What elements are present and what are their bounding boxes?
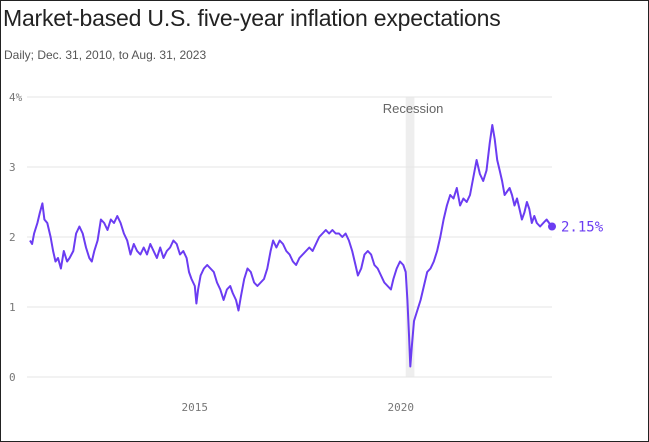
y-tick-labels: 0 1 2 3 4% — [9, 91, 23, 384]
y-tick-label-1: 1 — [9, 301, 16, 314]
recession-label: Recession — [383, 101, 444, 116]
gridlines — [27, 96, 552, 378]
y-tick-label-0: 0 — [9, 371, 16, 384]
y-tick-label-3: 3 — [9, 161, 16, 174]
x-tick-labels: 2015 2020 — [182, 401, 414, 414]
series-line — [29, 124, 553, 368]
chart-title: Market-based U.S. five-year inflation ex… — [3, 5, 501, 31]
x-tick-label-2015: 2015 — [182, 401, 209, 414]
end-value-label: 2.15% — [561, 220, 604, 236]
end-point-marker — [548, 222, 556, 231]
y-tick-label-4: 4% — [9, 91, 23, 104]
y-tick-label-2: 2 — [9, 231, 16, 244]
x-tick-label-2020: 2020 — [388, 401, 415, 414]
chart-subtitle: Daily; Dec. 31, 2010, to Aug. 31, 2023 — [4, 48, 207, 62]
